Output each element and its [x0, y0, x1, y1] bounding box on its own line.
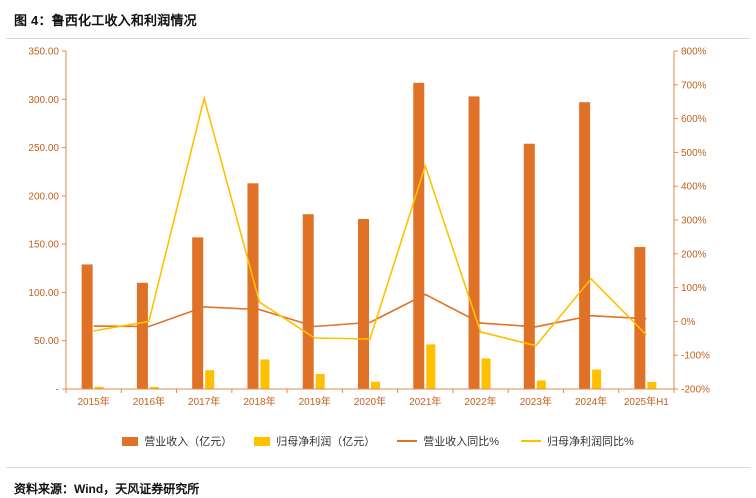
- legend-line-swatch: [397, 440, 418, 442]
- revenue-bar: [413, 82, 425, 389]
- x-tick-label: 2025年H1: [624, 395, 669, 408]
- profit-bar: [536, 380, 546, 389]
- right-tick-label: 100%: [681, 283, 707, 294]
- left-tick-label: -: [56, 385, 59, 396]
- profit-yoy-line: [93, 95, 647, 347]
- profit-bar: [94, 386, 104, 389]
- profit-bar: [205, 370, 215, 389]
- x-tick-label: 2019年: [299, 395, 331, 408]
- right-tick-label: 500%: [681, 148, 707, 159]
- figure-header: 图 4：鲁西化工收入和利润情况: [0, 0, 756, 38]
- left-tick-label: 50.00: [34, 336, 59, 347]
- profit-bar: [426, 344, 436, 389]
- profit-bar: [260, 359, 270, 389]
- revenue-yoy-line: [93, 293, 647, 328]
- source-divider: [6, 467, 750, 468]
- right-tick-label: 800%: [681, 47, 707, 58]
- left-tick-label: 250.00: [28, 143, 59, 154]
- left-tick-label: 100.00: [28, 288, 59, 299]
- revenue-bar: [81, 264, 93, 389]
- profit-bar: [149, 386, 159, 389]
- profit-bar: [647, 381, 657, 389]
- legend-item: 营业收入（亿元）: [122, 433, 232, 449]
- right-tick-label: 400%: [681, 182, 707, 193]
- x-tick-label: 2018年: [243, 395, 275, 408]
- header-divider: [6, 38, 750, 39]
- x-tick-label: 2024年: [575, 395, 607, 408]
- x-tick-label: 2023年: [520, 395, 552, 408]
- revenue-bar: [192, 237, 204, 389]
- right-tick-label: -100%: [681, 351, 710, 362]
- chart-legend: 营业收入（亿元） 归母净利润（亿元） 营业收入同比% 归母净利润同比%: [8, 428, 748, 454]
- x-tick-label: 2015年: [78, 395, 110, 408]
- legend-label: 归母净利润同比%: [547, 436, 634, 448]
- right-tick-label: 0%: [681, 317, 696, 328]
- revenue-bar: [579, 102, 591, 389]
- revenue-bar: [136, 282, 148, 389]
- profit-bar: [592, 369, 602, 389]
- legend-label: 营业收入（亿元）: [144, 436, 233, 448]
- revenue-bar: [523, 143, 535, 389]
- x-tick-label: 2017年: [188, 395, 220, 408]
- right-tick-label: 600%: [681, 114, 707, 125]
- legend-item: 归母净利润同比%: [521, 433, 634, 449]
- right-tick-label: 700%: [681, 80, 707, 91]
- legend-bar-swatch: [254, 436, 271, 446]
- x-tick-label: 2022年: [464, 395, 496, 408]
- legend-item: 营业收入同比%: [397, 433, 499, 449]
- x-tick-label: 2020年: [354, 395, 386, 408]
- legend-bar-swatch: [122, 436, 139, 446]
- profit-bar: [481, 358, 491, 389]
- right-tick-label: -200%: [681, 385, 710, 396]
- source-note: 资料来源：Wind，天风证券研究所: [14, 482, 200, 496]
- left-tick-label: 300.00: [28, 95, 59, 106]
- legend-line-swatch: [521, 440, 541, 442]
- revenue-bar: [358, 219, 369, 389]
- profit-bar: [371, 381, 380, 389]
- figure-title: 图 4：鲁西化工收入和利润情况: [14, 13, 197, 28]
- chart-area: 350.00 300.00 250.00 200.00 150.00 100.00 50.0…: [0, 39, 756, 467]
- x-tick-label: 2016年: [133, 395, 165, 408]
- source-row: 资料来源：Wind，天风证券研究所: [0, 468, 756, 498]
- profit-bar: [315, 374, 325, 389]
- x-tick-label: 2021年: [409, 395, 441, 408]
- revenue-bar: [468, 96, 480, 389]
- left-tick-label: 350.00: [28, 47, 59, 58]
- combo-chart: 350.00 300.00 250.00 200.00 150.00 100.00 50.0…: [28, 47, 710, 409]
- revenue-bar: [302, 214, 314, 389]
- left-tick-label: 150.00: [28, 240, 59, 251]
- right-tick-label: 200%: [681, 249, 707, 260]
- legend-label: 归母净利润（亿元）: [276, 436, 376, 448]
- left-tick-label: 200.00: [28, 191, 59, 202]
- legend-label: 营业收入同比%: [423, 436, 499, 448]
- legend-item: 归母净利润（亿元）: [254, 433, 375, 449]
- right-tick-label: 300%: [681, 216, 707, 227]
- revenue-bar: [247, 183, 259, 389]
